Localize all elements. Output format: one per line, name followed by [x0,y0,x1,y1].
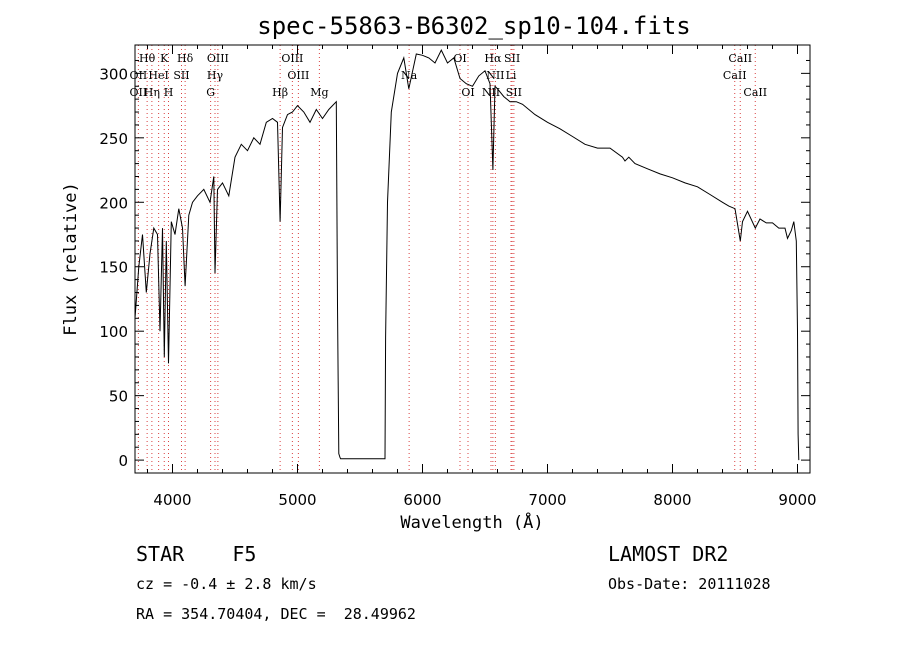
spectral-line-label: CaII [728,52,752,65]
y-tick-label: 0 [118,452,128,470]
observation-date: Obs-Date: 20111028 [608,575,771,593]
series-layer [134,49,800,461]
y-tick-label: 250 [99,130,128,148]
spectral-line-label: CaII [723,69,747,82]
object-class: STAR F5 [136,542,257,566]
spectral-line-label: SII [173,69,189,82]
spectral-line-label: NII [486,69,504,82]
spectral-line-label: H [164,86,174,99]
spectral-line-label: SII [506,86,522,99]
y-tick-label: 300 [99,65,128,83]
spectral-line-label: Hα [484,52,502,65]
x-tick-label: 7000 [528,491,566,509]
axis-ticks: 4000 5000 6000 7000 8000 9000 0 50 100 150 200 250 3… [99,45,817,509]
spectral-line-label: OIII [207,52,229,65]
spectral-line-label: Mg [310,86,328,99]
coordinates: RA = 354.70404, DEC = 28.49962 [136,605,416,623]
spectral-line-label: OII [130,69,148,82]
y-tick-label: 150 [99,259,128,277]
x-tick-label: 9000 [778,491,816,509]
spectral-line-label: Hβ [272,86,288,99]
x-tick-label: 6000 [403,491,441,509]
spectral-line-label: OI [461,86,474,99]
y-tick-label: 50 [109,388,128,406]
x-tick-label: 8000 [653,491,691,509]
spectral-line-label: SII [504,52,520,65]
spectral-line-label: Hθ [139,52,156,65]
y-tick-label: 100 [99,323,128,341]
spectral-line-label: OII [130,86,148,99]
spectral-line-label: G [206,86,215,99]
spectral-line-label: OIII [287,69,309,82]
spectral-line-label: OI [453,52,466,65]
spectral-line-label: CaII [743,86,767,99]
y-tick-label: 200 [99,194,128,212]
chart-title: spec-55863-B6302_sp10-104.fits [257,12,690,40]
plot-frame [134,44,811,474]
spectral-line-label: Na [401,69,418,82]
spectral-line-label: Hγ [207,69,224,82]
series-spectrum [134,49,800,461]
y-axis-label: Flux (relative) [61,182,81,336]
spectral-line-label: Li [506,69,517,82]
spectral-line-label: Hη [144,86,160,99]
x-axis-label: Wavelength (Å) [400,511,543,533]
spectral-line-label: K [160,52,169,65]
redshift-value: cz = -0.4 ± 2.8 km/s [136,575,317,593]
x-tick-label: 4000 [153,491,191,509]
x-tick-label: 5000 [278,491,316,509]
spectral-line-markers [137,45,756,473]
spectral-line-label: HeI [148,69,168,82]
spectral-line-label: NII [482,86,500,99]
spectral-line-label: OIII [281,52,303,65]
survey-name: LAMOST DR2 [608,542,729,566]
spectral-line-label: Hδ [177,52,194,65]
